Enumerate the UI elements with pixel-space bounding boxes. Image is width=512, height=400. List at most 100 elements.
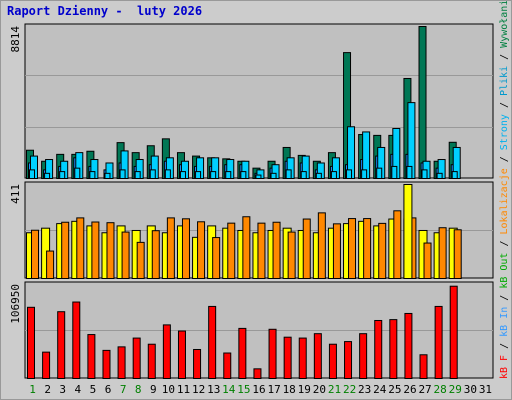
- bar-kb-f: [177, 330, 186, 380]
- bar-visits: [451, 171, 458, 179]
- bar-kb-f: [102, 349, 111, 379]
- x-tick-label: 19: [298, 383, 311, 396]
- bar-kb-f: [449, 285, 458, 380]
- y-max-label-hits: 8814: [9, 26, 22, 53]
- bar-visits: [285, 169, 292, 179]
- bar-lokalizacje: [332, 223, 341, 279]
- bar-lokalizacje: [181, 218, 190, 279]
- bar-kb-f: [374, 319, 383, 379]
- legend-segment: kB F: [499, 355, 510, 379]
- x-tick-label: 17: [267, 383, 280, 396]
- bar-visits: [436, 172, 443, 180]
- bar-lokalizacje: [348, 218, 357, 280]
- bar-visits: [210, 171, 217, 179]
- bar-visits: [421, 169, 428, 179]
- bar-visits: [240, 171, 247, 179]
- bar-kb-f: [223, 352, 232, 379]
- bar-lokalizacje: [317, 212, 326, 279]
- bar-kb-f: [162, 324, 171, 380]
- bar-lokalizacje: [106, 222, 115, 279]
- bar-visits: [346, 169, 353, 179]
- bar-kb-f: [42, 351, 51, 379]
- legend-segment: Pliki: [499, 66, 510, 96]
- bar-kb-f: [208, 305, 217, 379]
- bar-kb-f: [404, 312, 413, 380]
- y-max-label-visits: 411: [9, 184, 22, 204]
- bar-kb-f: [238, 327, 247, 379]
- bar-lokalizacje: [197, 221, 206, 279]
- bar-visits: [119, 169, 126, 179]
- x-tick-label: 8: [135, 383, 142, 396]
- bar-visits: [179, 171, 186, 179]
- bar-visits: [225, 171, 232, 179]
- bar-visits: [391, 165, 398, 180]
- x-tick-label: 23: [358, 383, 371, 396]
- bar-lokalizacje: [287, 231, 296, 279]
- x-tick-label: 9: [150, 383, 157, 396]
- bar-kb-f: [434, 305, 443, 379]
- bar-lokalizacje: [393, 210, 402, 279]
- legend-segment: /: [499, 48, 510, 66]
- bar-hits: [418, 26, 427, 179]
- bar-visits: [104, 172, 111, 180]
- bar-kb-f: [57, 311, 66, 379]
- bar-kb-f: [132, 337, 141, 379]
- bar-lokalizacje: [438, 227, 447, 279]
- bar-lokalizacje: [61, 221, 70, 280]
- bar-lokalizacje: [363, 218, 372, 280]
- bar-kb-f: [313, 333, 322, 380]
- bar-lokalizacje: [76, 217, 85, 279]
- bar-kb-f: [117, 346, 126, 379]
- x-tick-label: 10: [162, 383, 175, 396]
- bar-visits: [270, 172, 277, 180]
- bar-visits: [59, 171, 66, 179]
- legend-segment: kB Out: [499, 253, 510, 289]
- x-tick-label: 29: [449, 383, 462, 396]
- legend-segment: Wywołania: [499, 1, 510, 48]
- bar-lokalizacje: [423, 242, 432, 280]
- bar-kb-f: [344, 341, 353, 379]
- bar-visits: [149, 169, 156, 179]
- bar-visits: [376, 167, 383, 180]
- bar-lokalizacje: [242, 216, 251, 279]
- bar-lokalizacje: [166, 217, 175, 279]
- x-tick-label: 30: [464, 383, 477, 396]
- bar-visits: [134, 171, 141, 179]
- bar-kb-f: [87, 334, 96, 379]
- bar-visits: [255, 174, 262, 180]
- bar-visits: [195, 171, 202, 179]
- x-tick-label: 18: [283, 383, 296, 396]
- x-tick-label: 11: [177, 383, 190, 396]
- bar-visits: [44, 172, 51, 180]
- legend-segment: /: [499, 150, 510, 168]
- legend-segment: Lokalizacje: [499, 168, 510, 234]
- bar-visits: [361, 169, 368, 179]
- x-tick-label: 22: [343, 383, 356, 396]
- bar-visits: [89, 171, 96, 179]
- x-tick-label: 12: [192, 383, 205, 396]
- bar-visits: [29, 169, 35, 179]
- y-max-label-kbf: 106950: [9, 284, 22, 324]
- x-tick-label: 5: [90, 383, 97, 396]
- bar-kb-f: [389, 319, 398, 379]
- bar-kb-f: [298, 337, 307, 379]
- bar-kb-f: [283, 336, 292, 379]
- bar-lokalizacje: [46, 250, 55, 280]
- x-tick-label: 14: [222, 383, 236, 396]
- bar-visits: [164, 169, 171, 179]
- x-tick-label: 1: [29, 383, 36, 396]
- x-tick-label: 20: [313, 383, 326, 396]
- bar-lokalizacje: [227, 222, 236, 279]
- bar-lokalizacje: [378, 222, 387, 280]
- bar-visits: [315, 172, 322, 180]
- x-tick-label: 21: [328, 383, 341, 396]
- bar-visits: [74, 167, 81, 180]
- x-tick-label: 7: [120, 383, 127, 396]
- bar-lokalizacje: [31, 229, 39, 280]
- x-tick-label: 2: [44, 383, 51, 396]
- bar-kb-f: [359, 333, 368, 380]
- bar-lokalizacje: [136, 241, 145, 280]
- x-tick-label: 27: [418, 383, 431, 396]
- bar-visits: [330, 171, 337, 179]
